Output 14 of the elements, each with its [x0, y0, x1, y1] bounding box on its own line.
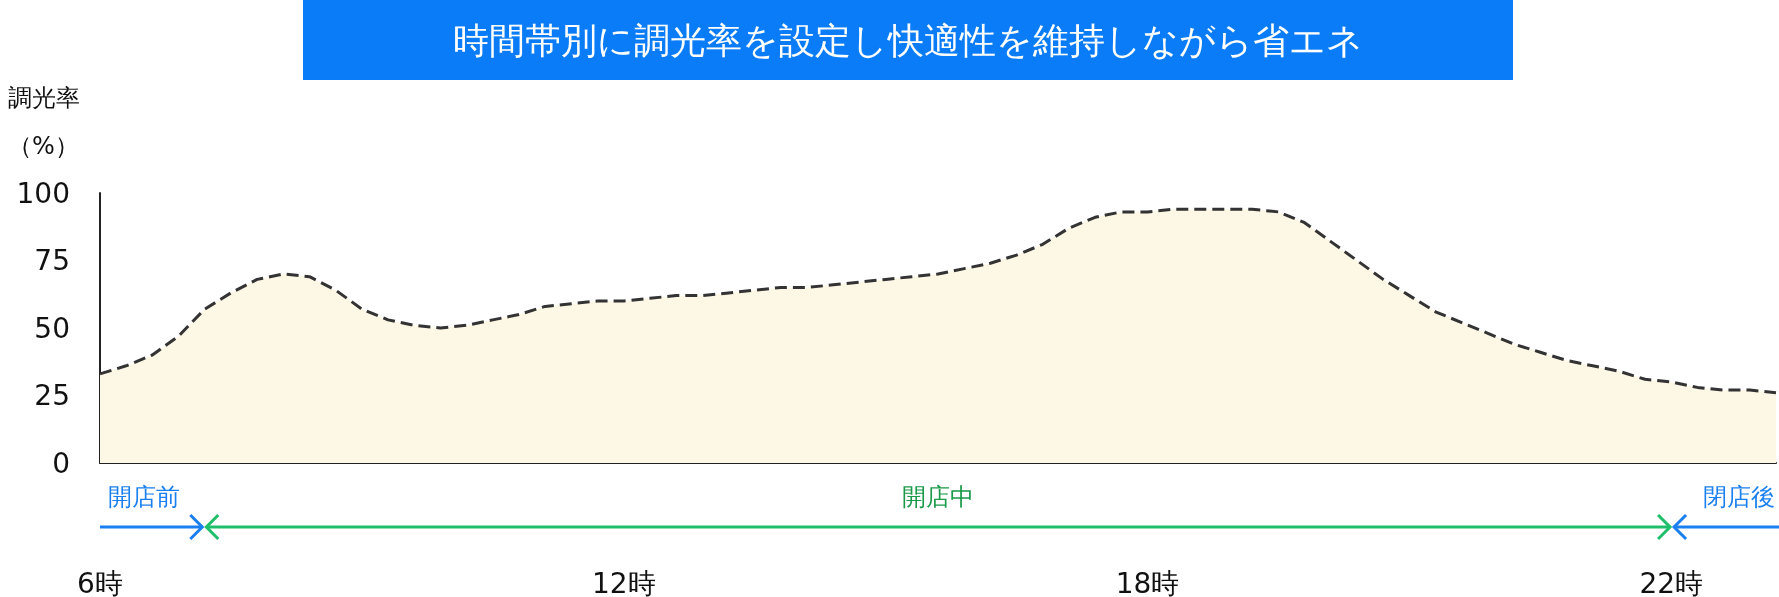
text: 開店中	[902, 483, 975, 511]
y-tick-label: 50	[34, 311, 70, 345]
chart-title: 時間帯別に調光率を設定し快適性を維持しながら省エネ	[453, 19, 1363, 61]
text: 閉店後	[1703, 483, 1775, 511]
y-tick-label: 75	[34, 244, 70, 277]
text: 開店前	[108, 483, 180, 511]
y-tick-label: 0	[52, 446, 70, 480]
x-tick-label: 12時	[591, 566, 656, 597]
y-axis-title: 調光率（%）	[8, 84, 80, 160]
x-tick-label: 6時	[77, 566, 123, 597]
x-tick-label: 22時	[1639, 566, 1704, 597]
x-tick-label: 18時	[1115, 566, 1180, 597]
y-tick-label: 25	[34, 379, 70, 412]
y-tick-label: 100	[16, 176, 70, 210]
